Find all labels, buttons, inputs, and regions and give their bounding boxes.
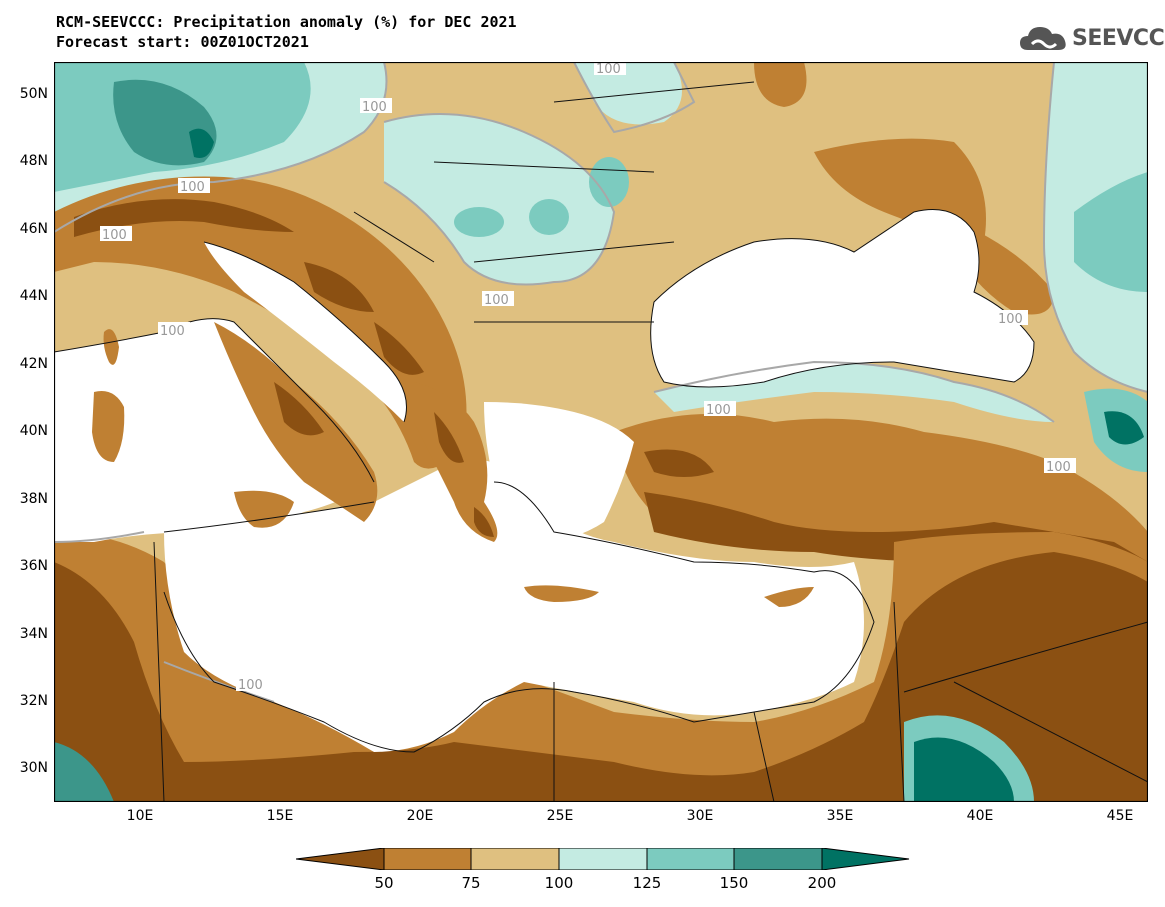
colorbar-segment [733,848,823,870]
sea-adriatic [204,242,407,422]
lon-label: 40E [966,808,994,824]
lon-label: 25E [546,808,574,824]
island-crete [524,585,599,602]
lon-label: 35E [826,808,854,824]
contour-label: 100 [596,62,621,77]
map-title: RCM-SEEVCCC: Precipitation anomaly (%) f… [56,12,517,52]
contour-label: 100 [706,403,731,418]
title-line-1: RCM-SEEVCCC: Precipitation anomaly (%) f… [56,13,517,31]
colorbar-label: 50 [374,874,394,892]
colorbar-label: 75 [461,874,481,892]
contour-label: 100 [998,312,1023,327]
lon-label: 15E [266,808,294,824]
colorbar-label: 100 [544,874,574,892]
wet-zone-alps-dark [113,79,217,166]
lon-label: 30E [686,808,714,824]
colorbar [296,848,910,870]
sea-aegean [484,402,634,542]
colorbar-label: 150 [719,874,749,892]
precipitation-map: 100 100 100 100 100 100 100 100 100 100 [54,62,1148,802]
colorbar-segment [558,848,648,870]
lat-label: 50N [19,86,48,102]
colorbar-segment [646,848,735,870]
contour-label: 100 [238,678,263,693]
lon-label: 45E [1106,808,1134,824]
contour-label: 100 [102,228,127,243]
seevccc-logo: SEEVCCC [1018,22,1165,58]
colorbar-segment [296,848,385,870]
lon-label: 10E [126,808,154,824]
dry-zone-ukraine [754,62,807,107]
contour-label: 100 [1046,460,1071,475]
colorbar-label: 125 [632,874,662,892]
island-corsica [103,329,119,365]
lat-label: 44N [19,288,48,304]
logo-text: SEEVCCC [1072,26,1165,51]
cloud-icon [1020,27,1066,50]
colorbar-segment [470,848,560,870]
lat-label: 40N [19,423,48,439]
lat-label: 32N [19,693,48,709]
contour-label: 100 [362,100,387,115]
contour-label: 100 [180,180,205,195]
island-sardinia [92,391,125,462]
island-cyprus [764,587,814,607]
sea-tyrrhenian-adriatic [54,318,374,542]
wet-zone-algeria [54,742,114,802]
wet-zone-pannonia [384,114,614,285]
contour-label: 100 [160,324,185,339]
lat-label: 46N [19,221,48,237]
lat-label: 30N [19,760,48,776]
island-sicily [234,490,294,528]
lat-label: 36N [19,558,48,574]
colorbar-segment [821,848,910,870]
lat-label: 42N [19,356,48,372]
title-line-2: Forecast start: 00Z01OCT2021 [56,33,309,51]
lon-label: 20E [406,808,434,824]
sea-black [650,209,1034,387]
contour-labels: 100 100 100 100 100 100 100 100 100 100 [100,62,1076,693]
lat-label: 48N [19,153,48,169]
sea-mediterranean [164,459,864,752]
dry-zone-alps [54,176,467,469]
colorbar-label: 200 [807,874,837,892]
lat-label: 34N [19,626,48,642]
contour-label: 100 [484,293,509,308]
colorbar-segment [383,848,472,870]
lat-label: 38N [19,491,48,507]
